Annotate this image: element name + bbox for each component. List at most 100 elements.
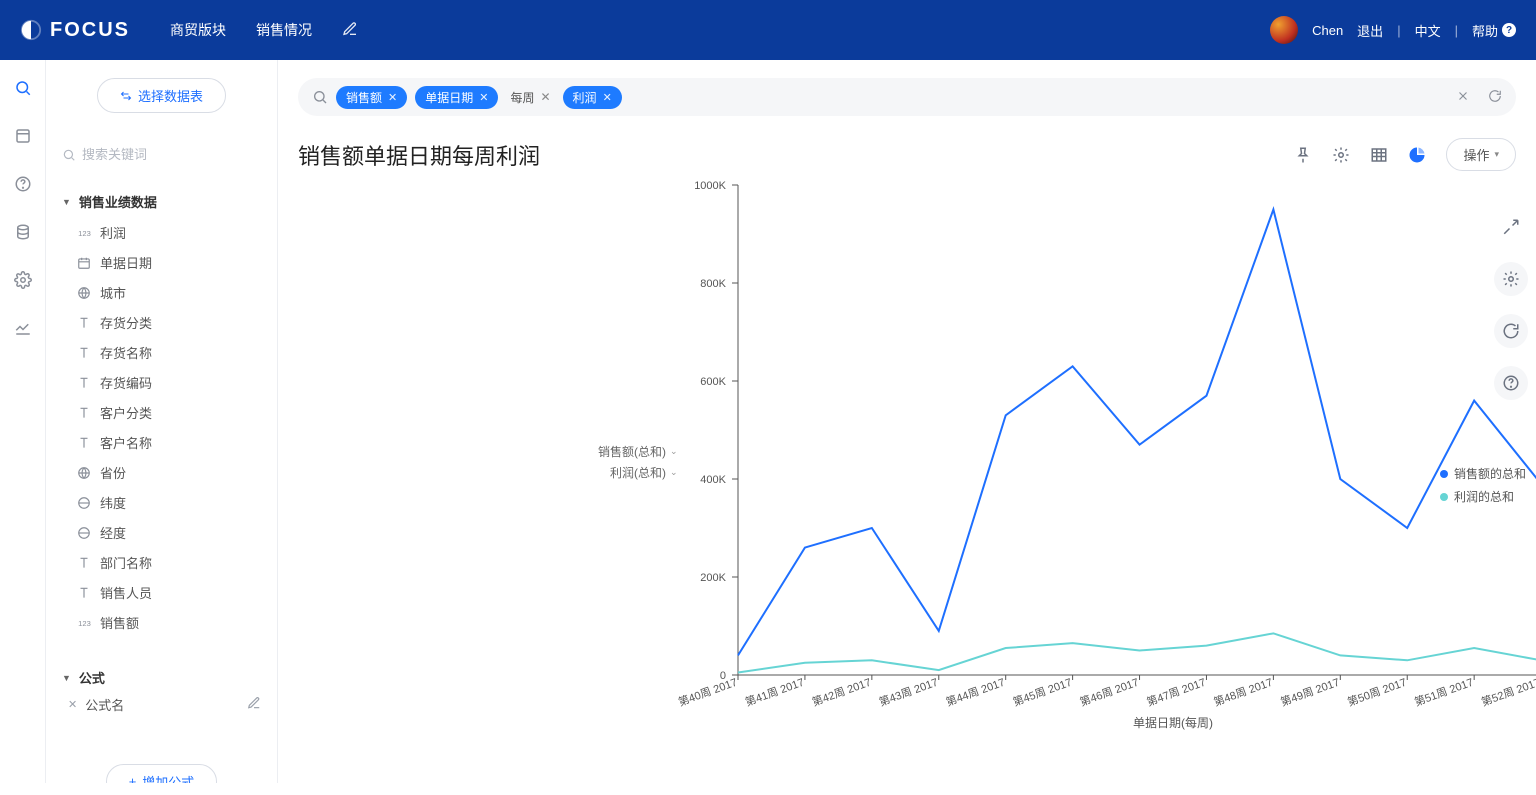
field-label: 存货分类	[100, 313, 152, 332]
svg-text:第51周 2017: 第51周 2017	[1412, 675, 1475, 709]
clear-query-icon[interactable]	[1456, 89, 1470, 106]
svg-text:200K: 200K	[700, 572, 726, 584]
legend-item-1[interactable]: 销售额的总和	[1440, 465, 1526, 482]
field-item[interactable]: 纬度	[62, 491, 261, 514]
edit-formula-icon[interactable]	[247, 696, 261, 713]
close-icon[interactable]: ✕	[68, 698, 77, 711]
field-item[interactable]: 部门名称	[62, 551, 261, 574]
rail-pinboard-icon[interactable]	[13, 126, 33, 146]
logo-icon	[20, 19, 42, 41]
side-panel: 选择数据表 ▼ 销售业绩数据 123利润单据日期城市存货分类存货名称存货编码客户…	[46, 60, 278, 783]
lang-link[interactable]: 中文	[1415, 21, 1441, 40]
title-row: 销售额单据日期每周利润 操作 ▾	[298, 138, 1516, 171]
query-chip[interactable]: 每周✕	[506, 86, 554, 109]
field-item[interactable]: 销售人员	[62, 581, 261, 604]
svg-text:800K: 800K	[700, 278, 726, 290]
svg-text:123: 123	[78, 618, 91, 627]
help-label: 帮助	[1472, 21, 1498, 40]
field-item[interactable]: 存货编码	[62, 371, 261, 394]
add-formula-button[interactable]: + 增加公式	[106, 764, 218, 783]
remove-chip-icon[interactable]: ✕	[603, 91, 612, 104]
separator: |	[1455, 23, 1458, 38]
field-list: 123利润单据日期城市存货分类存货名称存货编码客户分类客户名称省份纬度经度部门名…	[62, 221, 261, 634]
edit-nav-icon[interactable]	[342, 21, 358, 40]
field-label: 部门名称	[100, 553, 152, 572]
field-item[interactable]: 省份	[62, 461, 261, 484]
avatar[interactable]	[1270, 16, 1298, 44]
svg-text:单据日期(每周): 单据日期(每周)	[1133, 715, 1213, 730]
chart-view-icon[interactable]	[1408, 146, 1426, 164]
rail-search-icon[interactable]	[13, 78, 33, 98]
field-item[interactable]: 存货分类	[62, 311, 261, 334]
query-chip[interactable]: 单据日期✕	[415, 86, 498, 109]
query-chip[interactable]: 利润 ✕	[563, 86, 622, 109]
side-search-input[interactable]	[82, 147, 261, 162]
field-label: 存货名称	[100, 343, 152, 362]
table-view-icon[interactable]	[1370, 146, 1388, 164]
operations-label: 操作	[1463, 145, 1489, 164]
remove-chip-icon[interactable]: ✕	[479, 91, 488, 104]
chart-refresh-icon[interactable]	[1494, 314, 1528, 348]
chip-label: 利润	[573, 89, 597, 106]
chart-help-icon[interactable]	[1494, 366, 1528, 400]
config-icon[interactable]	[1332, 146, 1350, 164]
formula-item[interactable]: ✕ 公式名	[62, 695, 261, 714]
user-name[interactable]: Chen	[1312, 23, 1343, 38]
field-label: 客户名称	[100, 433, 152, 452]
field-item[interactable]: 存货名称	[62, 341, 261, 364]
field-label: 客户分类	[100, 403, 152, 422]
remove-chip-icon[interactable]: ✕	[540, 90, 550, 104]
rail-settings-icon[interactable]	[13, 270, 33, 290]
operations-button[interactable]: 操作 ▾	[1446, 138, 1516, 171]
rail-help-icon[interactable]	[13, 174, 33, 194]
caret-down-icon: ▼	[62, 197, 71, 207]
query-chip[interactable]: 销售额✕	[336, 86, 407, 109]
field-item[interactable]: 123利润	[62, 221, 261, 244]
header-nav: 商贸版块 销售情况	[170, 20, 312, 40]
group-title: 公式	[79, 668, 105, 687]
group-sales-data[interactable]: ▼ 销售业绩数据	[62, 192, 261, 211]
brand-logo[interactable]: FOCUS	[20, 19, 130, 42]
field-item[interactable]: 城市	[62, 281, 261, 304]
svg-text:第50周 2017: 第50周 2017	[1345, 675, 1408, 709]
refresh-query-icon[interactable]	[1488, 89, 1502, 106]
left-rail	[0, 60, 46, 783]
query-bar[interactable]: 销售额✕ 单据日期✕ 每周✕ 利润 ✕	[298, 78, 1516, 116]
legend-item-2[interactable]: 利润的总和	[1440, 488, 1526, 505]
svg-text:第42周 2017: 第42周 2017	[810, 675, 873, 709]
field-item[interactable]: 客户分类	[62, 401, 261, 424]
logout-link[interactable]: 退出	[1357, 21, 1383, 40]
rail-trend-icon[interactable]	[13, 318, 33, 338]
rail-data-icon[interactable]	[13, 222, 33, 242]
field-item[interactable]: 经度	[62, 521, 261, 544]
side-search[interactable]	[62, 147, 261, 162]
svg-text:第52周 2017: 第52周 2017	[1479, 675, 1536, 709]
header-right: Chen 退出 | 中文 | 帮助 ?	[1270, 16, 1516, 44]
field-label: 存货编码	[100, 373, 152, 392]
field-item[interactable]: 123销售额	[62, 611, 261, 634]
svg-text:1000K: 1000K	[694, 180, 726, 192]
group-formula[interactable]: ▼ 公式	[62, 668, 261, 687]
svg-text:第43周 2017: 第43周 2017	[877, 675, 940, 709]
chart-settings-icon[interactable]	[1494, 262, 1528, 296]
help-link[interactable]: 帮助 ?	[1472, 21, 1516, 40]
svg-text:第46周 2017: 第46周 2017	[1078, 675, 1141, 709]
field-label: 城市	[100, 283, 126, 302]
field-type-icon	[76, 256, 92, 270]
field-type-icon	[76, 376, 92, 390]
legend-dot	[1440, 470, 1448, 478]
nav-item-trade[interactable]: 商贸版块	[170, 20, 226, 40]
pin-icon[interactable]	[1294, 146, 1312, 164]
nav-item-sales[interactable]: 销售情况	[256, 20, 312, 40]
field-label: 利润	[100, 223, 126, 242]
app-header: FOCUS 商贸版块 销售情况 Chen 退出 | 中文 | 帮助 ?	[0, 0, 1536, 60]
field-item[interactable]: 单据日期	[62, 251, 261, 274]
field-item[interactable]: 客户名称	[62, 431, 261, 454]
expand-chart-icon[interactable]	[1494, 210, 1528, 244]
group-title: 销售业绩数据	[79, 192, 157, 211]
field-label: 单据日期	[100, 253, 152, 272]
select-table-button[interactable]: 选择数据表	[97, 78, 226, 113]
remove-chip-icon[interactable]: ✕	[388, 91, 397, 104]
swap-icon	[120, 90, 132, 102]
chip-row: 销售额✕ 单据日期✕ 每周✕ 利润 ✕	[336, 86, 622, 109]
